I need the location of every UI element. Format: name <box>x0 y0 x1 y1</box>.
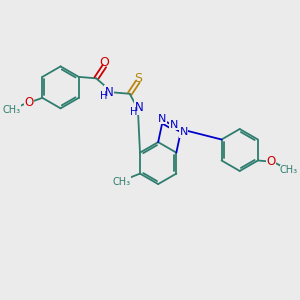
Text: CH₃: CH₃ <box>280 165 298 175</box>
Text: H: H <box>100 91 107 101</box>
Text: N: N <box>135 101 144 114</box>
Text: N: N <box>170 119 178 130</box>
Text: O: O <box>99 56 109 69</box>
Text: O: O <box>266 155 276 168</box>
Text: N: N <box>158 114 167 124</box>
Text: N: N <box>179 127 188 137</box>
Text: N: N <box>105 86 114 99</box>
Text: CH₃: CH₃ <box>112 177 130 187</box>
Text: H: H <box>130 107 137 117</box>
Text: O: O <box>24 96 33 109</box>
Text: S: S <box>134 72 142 85</box>
Text: CH₃: CH₃ <box>2 104 20 115</box>
